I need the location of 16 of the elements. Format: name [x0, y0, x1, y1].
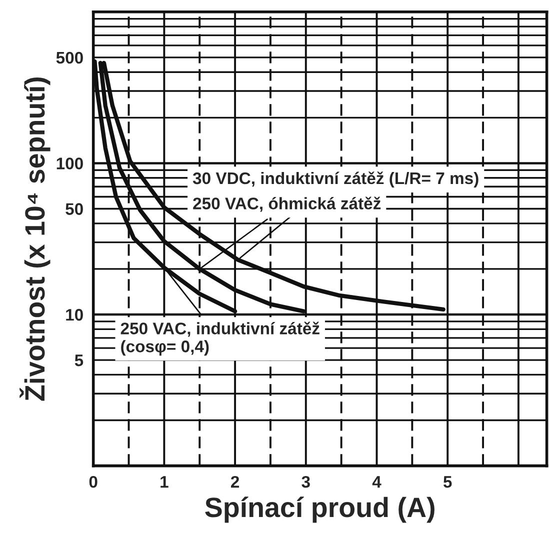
x-tick-label: 1 [160, 476, 168, 488]
x-tick-label: 5 [443, 476, 452, 488]
y-tick-label: 10 [66, 308, 83, 321]
text: 250 VAC, óhmická zátěž [193, 196, 381, 212]
x-tick-label: 3 [302, 476, 310, 488]
y-tick-label: 50 [66, 203, 83, 215]
x-tick-label: 4 [372, 476, 382, 488]
series-label: 30 VDC, induktivní zátěž (L/R= 7 ms) [192, 172, 478, 188]
y-axis-title: Životnost (x 10⁴ sepnutí) [20, 77, 50, 401]
series-label: 250 VAC, induktivní zátěž (cosφ= 0,4) [120, 322, 320, 356]
y-tick-label: 5 [74, 354, 84, 366]
x-tick-label: 2 [230, 476, 240, 488]
x-axis-title: Spínací proud (A) [205, 496, 434, 523]
y-tick-label: 100 [56, 158, 83, 170]
x-tick-label: 0 [89, 476, 98, 488]
y-tick-label: 500 [56, 52, 83, 64]
